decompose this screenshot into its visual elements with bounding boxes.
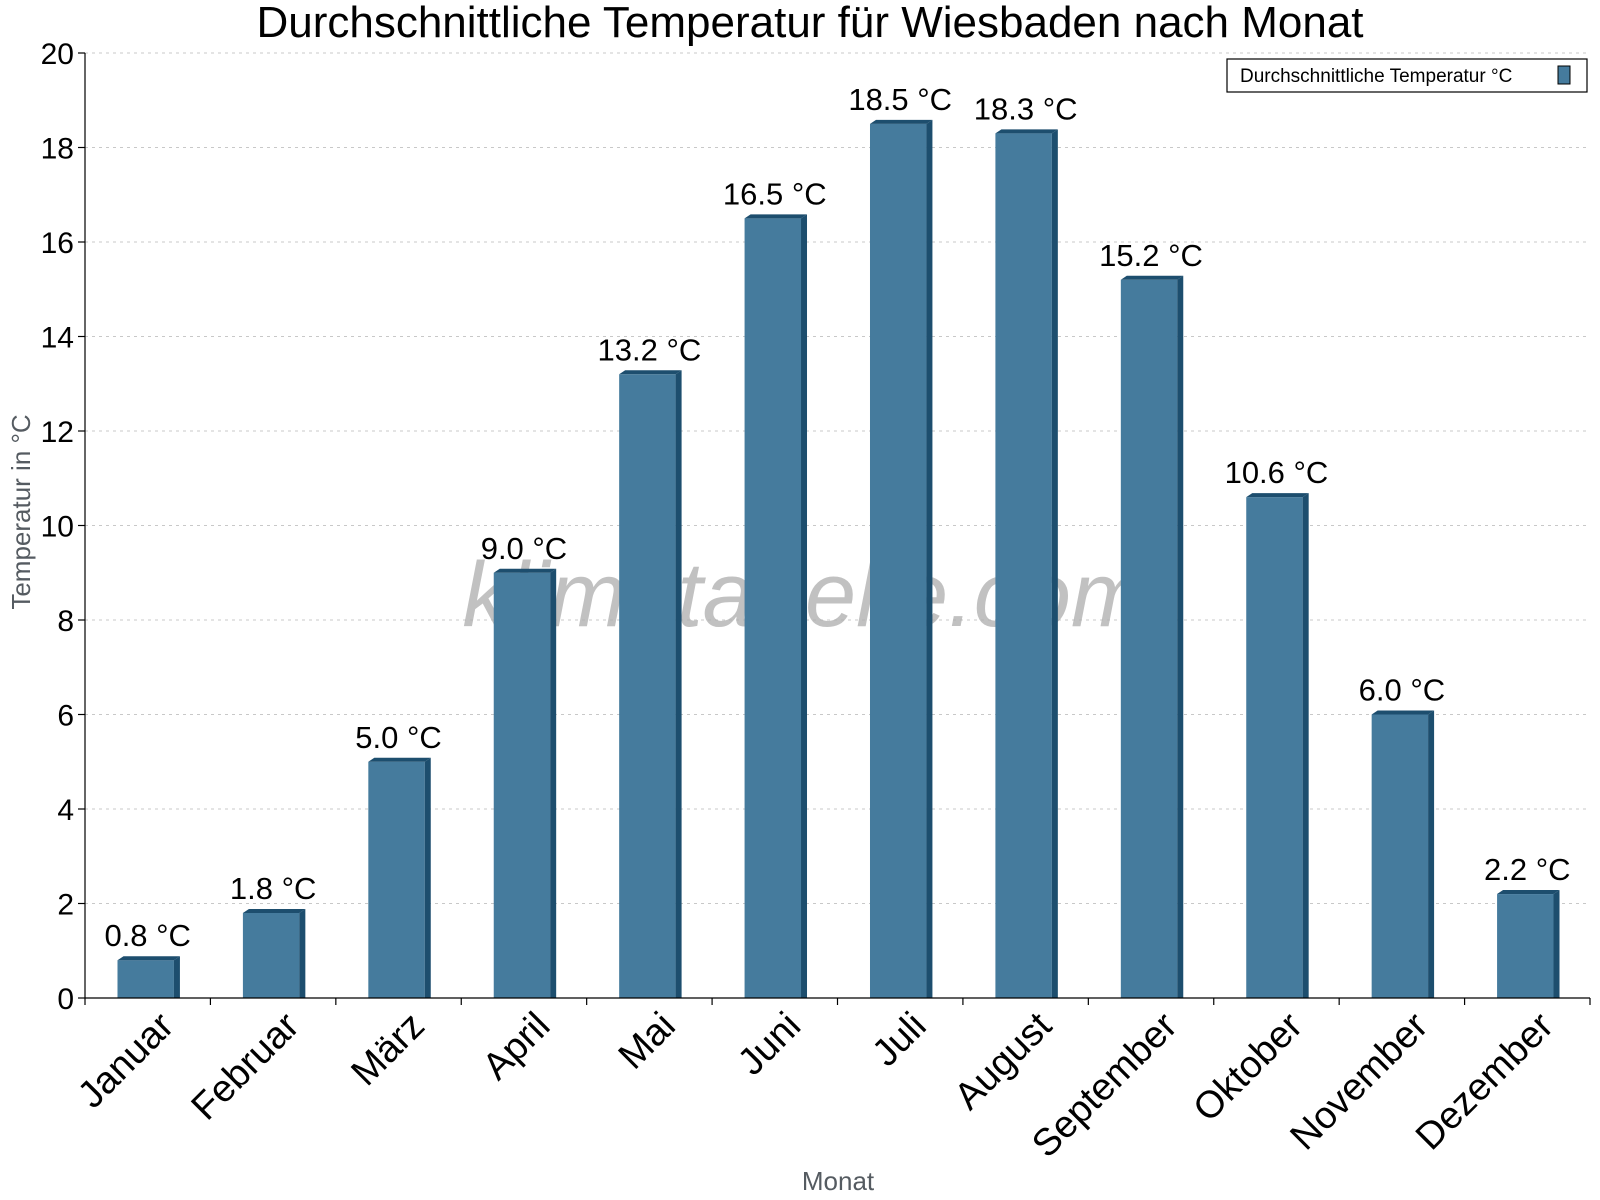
bar-value-label: 18.5 °C xyxy=(848,82,952,117)
bar-top xyxy=(368,757,431,762)
bar-value-label: 6.0 °C xyxy=(1359,673,1446,708)
y-axis-label: Temperatur in °C xyxy=(6,414,36,609)
y-tick-label: 14 xyxy=(41,322,74,355)
bars xyxy=(117,119,1560,998)
axes xyxy=(78,52,1591,1005)
y-tick-label: 6 xyxy=(57,700,74,733)
bar xyxy=(1371,714,1429,998)
bar-top xyxy=(493,568,557,573)
bar-value-label: 2.2 °C xyxy=(1484,852,1571,887)
bar xyxy=(995,133,1052,998)
y-tick-label: 0 xyxy=(57,983,74,1016)
bar-value-label: 16.5 °C xyxy=(723,176,827,211)
bar xyxy=(619,374,676,998)
bar-value-label: 0.8 °C xyxy=(104,918,191,953)
bar-side xyxy=(801,214,808,998)
y-tick-label: 10 xyxy=(41,511,74,544)
bar-side xyxy=(1177,275,1184,998)
bar-value-label: 9.0 °C xyxy=(481,531,568,566)
bar xyxy=(368,761,425,998)
x-axis-label: Monat xyxy=(802,1166,875,1196)
bar xyxy=(869,123,927,998)
chart-title: Durchschnittliche Temperatur für Wiesbad… xyxy=(256,0,1363,47)
bar-value-label: 10.6 °C xyxy=(1225,455,1329,490)
bar-top xyxy=(744,214,808,219)
x-tick-label: Dezember xyxy=(1408,1004,1562,1158)
bar xyxy=(493,572,551,998)
legend-swatch xyxy=(1557,65,1571,85)
bar-side xyxy=(550,568,557,998)
bar-value-label: 13.2 °C xyxy=(598,332,702,367)
y-tick-label: 20 xyxy=(41,38,74,71)
legend-label: Durchschnittliche Temperatur °C xyxy=(1240,66,1512,87)
bar-side xyxy=(1051,129,1058,998)
bar-side xyxy=(173,956,180,998)
grid xyxy=(85,52,1590,904)
bar-top xyxy=(1246,493,1309,498)
y-tick-label: 2 xyxy=(57,889,74,922)
bar-labels: 0.8 °C 1.8 °C 5.0 °C 9.0 °C 13.2 °C 16.5 °C 18… xyxy=(104,82,1570,953)
bar-value-label: 15.2 °C xyxy=(1099,238,1203,273)
bar xyxy=(744,218,802,998)
bar-side xyxy=(675,370,682,998)
bar-value-label: 18.3 °C xyxy=(974,91,1078,126)
bar xyxy=(242,912,300,998)
bar-side xyxy=(1428,710,1435,998)
bar-top xyxy=(869,119,933,124)
y-tick-label: 8 xyxy=(57,605,74,638)
bar-side xyxy=(299,908,306,998)
bar-value-label: 1.8 °C xyxy=(230,871,317,906)
bar-side xyxy=(1302,493,1309,998)
bar-top xyxy=(1120,275,1184,280)
bar-top xyxy=(117,956,180,961)
x-tick-label: März xyxy=(343,1005,432,1094)
x-tick-label: Juli xyxy=(865,1005,935,1075)
bar-top xyxy=(619,370,682,375)
y-tick-labels: 0 2 4 6 8 10 12 14 16 18 20 xyxy=(41,38,74,1016)
y-tick-label: 4 xyxy=(57,794,74,827)
x-tick-label: Juni xyxy=(730,1005,809,1084)
legend: Durchschnittliche Temperatur °C xyxy=(1226,58,1588,93)
bar-top xyxy=(242,908,306,913)
bar-side xyxy=(424,757,431,998)
bar-side xyxy=(1553,890,1560,998)
x-tick-label: Oktober xyxy=(1186,1004,1312,1130)
x-tick-label: April xyxy=(475,1005,558,1088)
x-tick-labels: Januar Februar März April Mai Juni Juli AugustS… xyxy=(70,1004,1562,1165)
y-tick-label: 18 xyxy=(41,133,74,166)
bar-top xyxy=(1371,710,1435,715)
bar xyxy=(117,960,174,998)
bar xyxy=(1497,894,1554,998)
x-tick-label: Februar xyxy=(184,1004,308,1128)
bar xyxy=(1120,279,1178,998)
bar-value-label: 5.0 °C xyxy=(355,720,442,755)
bar-side xyxy=(926,119,933,998)
bar-top xyxy=(995,129,1058,134)
x-tick-label: Januar xyxy=(70,1004,182,1116)
legend-box xyxy=(1226,58,1588,93)
y-tick-label: 16 xyxy=(41,227,74,260)
bar xyxy=(1246,497,1303,998)
y-tick-label: 12 xyxy=(41,416,74,449)
x-tick-label: Mai xyxy=(611,1005,684,1078)
x-tick-label: August xyxy=(947,1004,1061,1118)
bar-top xyxy=(1497,890,1560,895)
